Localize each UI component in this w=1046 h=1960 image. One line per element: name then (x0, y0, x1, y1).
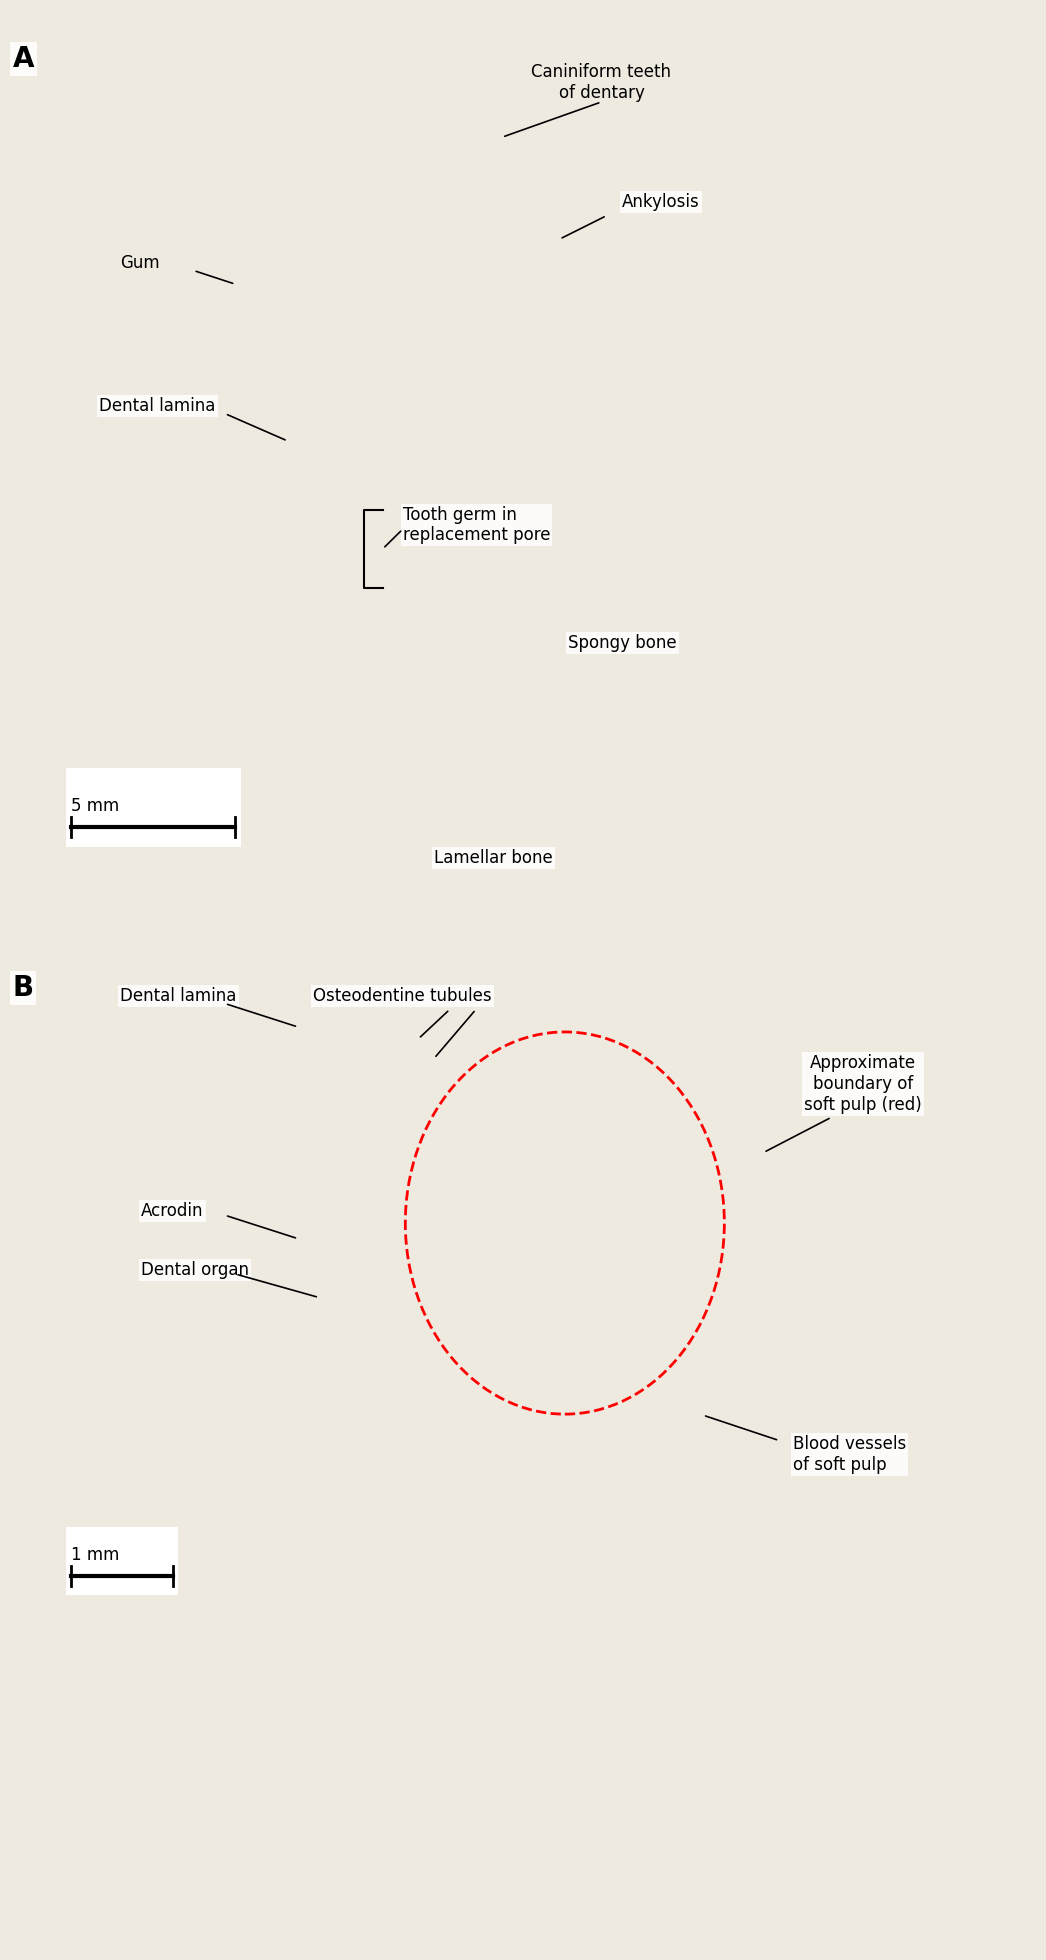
Text: Dental lamina: Dental lamina (120, 986, 236, 1005)
Text: 1 mm: 1 mm (71, 1546, 119, 1564)
Text: Osteodentine tubules: Osteodentine tubules (314, 986, 492, 1005)
Text: Dental organ: Dental organ (141, 1260, 249, 1280)
FancyBboxPatch shape (66, 768, 241, 847)
Text: Approximate
boundary of
soft pulp (red): Approximate boundary of soft pulp (red) (804, 1054, 922, 1113)
FancyBboxPatch shape (66, 1527, 178, 1595)
Text: Ankylosis: Ankylosis (622, 192, 700, 212)
Text: Tooth germ in
replacement pore: Tooth germ in replacement pore (403, 506, 550, 545)
Text: Gum: Gum (120, 253, 160, 272)
Text: B: B (13, 974, 33, 1002)
Text: Blood vessels
of soft pulp: Blood vessels of soft pulp (793, 1435, 906, 1474)
Text: Spongy bone: Spongy bone (568, 633, 677, 653)
Text: Dental lamina: Dental lamina (99, 396, 215, 416)
Text: Caniniform teeth
of dentary: Caniniform teeth of dentary (531, 63, 672, 102)
Text: Lamellar bone: Lamellar bone (434, 849, 553, 868)
Text: 5 mm: 5 mm (71, 798, 119, 815)
Text: Acrodin: Acrodin (141, 1201, 204, 1221)
Text: A: A (13, 45, 35, 73)
